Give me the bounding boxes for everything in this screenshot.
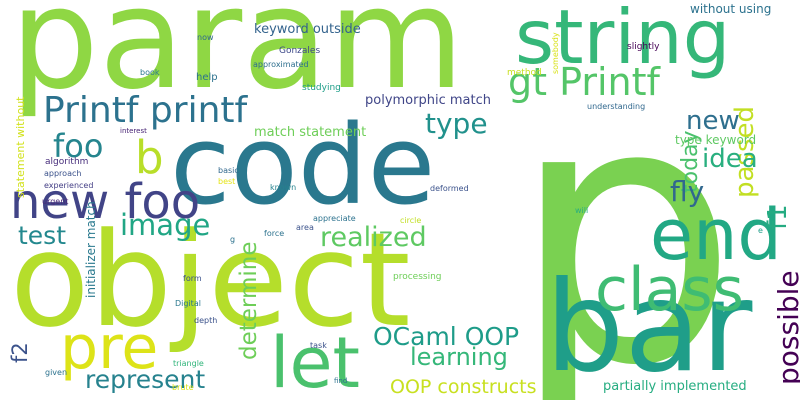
word-studying: studying: [302, 83, 341, 93]
word-find: find: [334, 377, 348, 385]
word-form: form: [183, 274, 202, 283]
word-learning: learning: [410, 343, 508, 371]
word-keyword-outside: keyword outside: [254, 22, 361, 37]
word-now: now: [197, 33, 214, 42]
word-f1: f1: [763, 204, 793, 230]
word-initializer-match: initializer match: [84, 201, 98, 298]
word-without-using: without using: [690, 2, 772, 16]
word-help: help: [196, 72, 218, 83]
word-circle: circle: [400, 216, 422, 225]
word-printf-printf: Printf printf: [43, 90, 248, 131]
word-method: method: [507, 68, 542, 78]
word-understanding: understanding: [587, 102, 646, 111]
word-ocaml-oop: OCaml OOP: [373, 322, 520, 351]
word-let: let: [270, 322, 360, 400]
word-will: will: [575, 206, 589, 215]
word-type-keyword: type keyword: [675, 133, 757, 147]
word-brute: brute: [172, 383, 194, 392]
word-new: new: [686, 106, 740, 136]
word-urgent: urgent: [42, 197, 69, 206]
word-bar: bar: [545, 255, 753, 400]
word-given: given: [45, 368, 68, 377]
word-p: p: [510, 25, 739, 400]
word-pre: pre: [60, 313, 159, 383]
word-g: g: [230, 235, 236, 244]
word-fly: fly: [670, 175, 705, 208]
word-slightly: slightly: [627, 42, 660, 52]
word-oop-constructs: OOP constructs: [390, 376, 537, 398]
word-algorithm: algorithm: [45, 157, 89, 167]
word-e: e: [758, 226, 763, 235]
word-partially-implemented: partially implemented: [603, 379, 747, 394]
word-param: param: [10, 0, 465, 121]
word-image: image: [120, 208, 211, 242]
word-depth: depth: [194, 316, 218, 325]
word-digital: Digital: [175, 299, 201, 308]
word-f2: f2: [8, 342, 32, 363]
word-class: class: [595, 255, 744, 325]
word-triangle: triangle: [173, 359, 204, 368]
word-new-foo: new foo: [10, 174, 201, 230]
word-gt-printf: gt Printf: [508, 60, 660, 104]
word-possible: possible: [772, 270, 800, 385]
word-somebody: somebody: [551, 32, 560, 74]
word-type: type: [425, 107, 488, 140]
word-statement-without: statement without: [14, 96, 27, 198]
word-b: b: [135, 131, 164, 184]
word-string: string: [515, 0, 731, 81]
word-object: object: [10, 204, 411, 356]
word-polymorphic-match: polymorphic match: [365, 93, 491, 108]
word-match-statement: match statement: [254, 125, 367, 140]
word-interest: interest: [120, 127, 147, 135]
word-task: task: [310, 341, 327, 350]
word-appreciate: appreciate: [313, 214, 356, 223]
word-code: code: [170, 101, 436, 229]
word-basic: basic: [218, 166, 239, 175]
word-gonzales: Gonzales: [279, 46, 321, 56]
word-end: end: [650, 194, 782, 276]
word-idea: idea: [702, 144, 758, 174]
word-force: force: [264, 229, 285, 238]
word-realized: realized: [320, 222, 427, 253]
word-book: book: [140, 68, 160, 77]
word-approach: approach: [44, 169, 82, 178]
word-processing: processing: [393, 272, 442, 282]
word-approximated: approximated: [253, 60, 309, 69]
word-best: best: [218, 177, 236, 186]
word-determine: determine: [236, 241, 262, 361]
word-deformed: deformed: [430, 184, 469, 193]
word-known: known: [270, 183, 297, 192]
word-represent: represent: [85, 365, 206, 394]
word-test: test: [18, 221, 67, 250]
word-foo: foo: [53, 127, 104, 165]
word-area: area: [296, 223, 314, 232]
word-experienced: experienced: [44, 181, 94, 190]
